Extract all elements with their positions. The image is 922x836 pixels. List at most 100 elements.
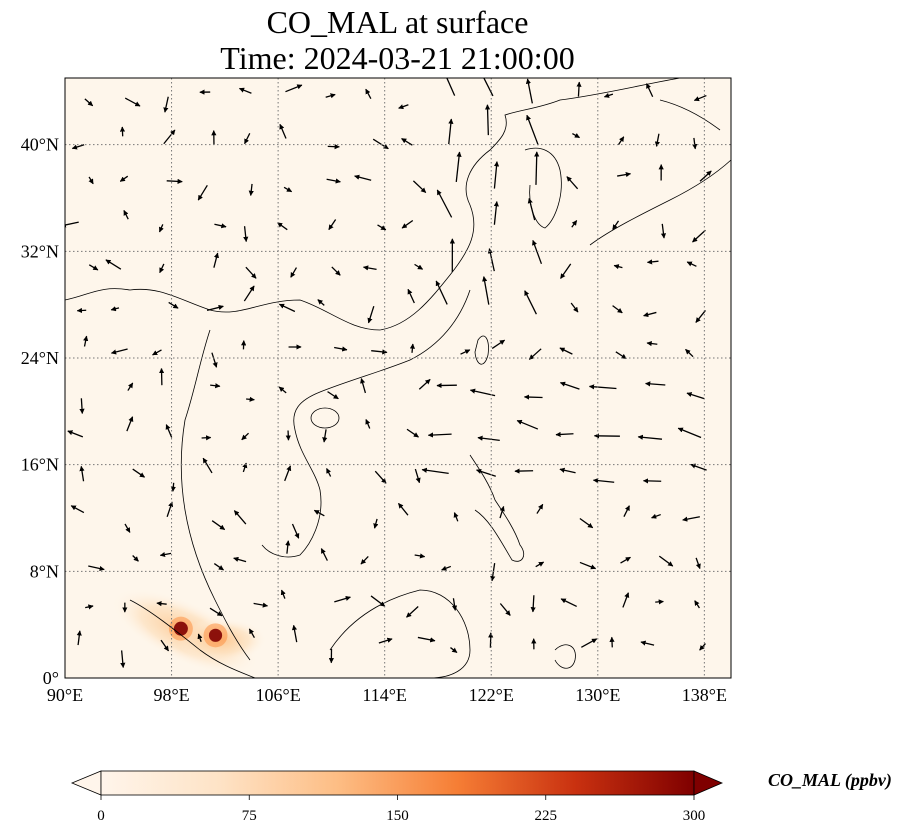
- wind-vector: [374, 470, 387, 484]
- wind-vector: [695, 557, 701, 570]
- wind-vector: [406, 428, 419, 438]
- wind-vector: [455, 151, 462, 183]
- wind-vector: [279, 123, 287, 139]
- wind-vector: [572, 132, 580, 139]
- wind-vector: [692, 137, 698, 150]
- wind-vector: [532, 239, 543, 265]
- wind-vector: [592, 478, 615, 484]
- wind-vector: [450, 647, 458, 654]
- wind-vector: [214, 223, 227, 229]
- wind-vector: [421, 467, 449, 474]
- wind-vector: [690, 463, 707, 471]
- wind-vector: [528, 348, 542, 360]
- wind-vector: [579, 561, 597, 570]
- wind-vector: [414, 468, 421, 484]
- wind-vector: [560, 263, 572, 279]
- wind-vector: [493, 201, 499, 225]
- wind-vector: [211, 520, 226, 531]
- wind-vector: [206, 304, 224, 312]
- lon-tick-label: 130°E: [575, 685, 620, 705]
- wind-vector: [643, 311, 657, 318]
- lon-tick-label: 114°E: [362, 685, 407, 705]
- wind-vector: [571, 220, 578, 228]
- wind-vector: [362, 265, 377, 271]
- wind-vector: [360, 378, 367, 394]
- wind-vector: [686, 392, 705, 400]
- wind-vector: [123, 210, 129, 220]
- wind-vector: [326, 178, 341, 184]
- coastlines: [65, 78, 731, 678]
- wind-vector: [88, 565, 105, 572]
- map-border: [64, 77, 732, 679]
- wind-vector: [487, 248, 495, 272]
- wind-vector: [378, 637, 393, 644]
- hotspot: [173, 621, 188, 636]
- lon-tick-label: 122°E: [469, 685, 514, 705]
- wind-vector: [460, 349, 471, 355]
- wind-vector: [645, 381, 666, 387]
- wind-vector: [435, 280, 448, 305]
- lat-tick-label: 32°N: [21, 241, 59, 261]
- wind-vector: [588, 384, 617, 390]
- wind-vector: [655, 599, 664, 605]
- wind-vector: [88, 176, 94, 185]
- wind-vector: [285, 540, 291, 554]
- wind-vector: [354, 174, 372, 181]
- wind-vector: [70, 505, 85, 514]
- wind-vector: [367, 305, 375, 324]
- wind-vector: [290, 267, 298, 278]
- map-time: Time: 2024-03-21 21:00:00: [220, 40, 575, 76]
- wind-vector: [448, 118, 454, 145]
- wind-vector: [560, 598, 577, 608]
- wind-vector: [331, 266, 341, 276]
- wind-vector: [377, 224, 387, 231]
- wind-vector: [654, 133, 660, 147]
- wind-vector: [248, 183, 254, 196]
- wind-vector: [165, 424, 173, 438]
- wind-vector: [612, 220, 620, 230]
- wind-vector: [536, 503, 544, 514]
- wind-vector: [692, 229, 706, 243]
- wind-vector: [477, 435, 500, 441]
- wind-vector: [163, 96, 169, 113]
- wind-vector: [677, 427, 702, 439]
- wind-vector: [640, 640, 655, 646]
- wind-vector: [213, 252, 219, 268]
- wind-vector: [371, 349, 388, 355]
- wind-vector: [110, 348, 128, 355]
- wind-vector: [617, 171, 632, 178]
- wind-vector: [612, 305, 623, 314]
- lon-tick-label: 90°E: [47, 685, 83, 705]
- map-background: [65, 78, 731, 678]
- wind-vector: [527, 197, 536, 221]
- wind-vector: [623, 505, 630, 517]
- wind-vector: [105, 259, 122, 270]
- wind-vector: [253, 602, 269, 608]
- wind-vector: [325, 93, 336, 99]
- wind-vector: [499, 505, 505, 519]
- wind-vector: [202, 457, 213, 474]
- wind-vector: [559, 467, 576, 474]
- wind-vector: [414, 263, 424, 270]
- wind-vector: [119, 175, 129, 182]
- wind-vector: [278, 386, 287, 394]
- wind-vector: [132, 555, 139, 562]
- wind-vector: [555, 431, 574, 438]
- wind-vector: [127, 382, 134, 391]
- wind-vector: [278, 303, 296, 313]
- wind-vector: [373, 518, 379, 529]
- wind-vector: [559, 347, 573, 355]
- wind-vector: [166, 178, 183, 184]
- colorbar-body: [100, 770, 695, 796]
- wind-vector: [85, 604, 94, 610]
- wind-vector: [209, 607, 223, 617]
- wind-vector: [530, 595, 536, 613]
- wind-vector: [76, 630, 82, 646]
- wind-vector: [490, 563, 496, 582]
- wind-vector: [615, 351, 627, 360]
- wind-vector: [622, 592, 630, 608]
- wind-vector: [658, 555, 674, 567]
- wind-vector: [417, 636, 436, 643]
- wind-vector: [694, 600, 700, 609]
- colorbar-extend-max: [693, 770, 724, 796]
